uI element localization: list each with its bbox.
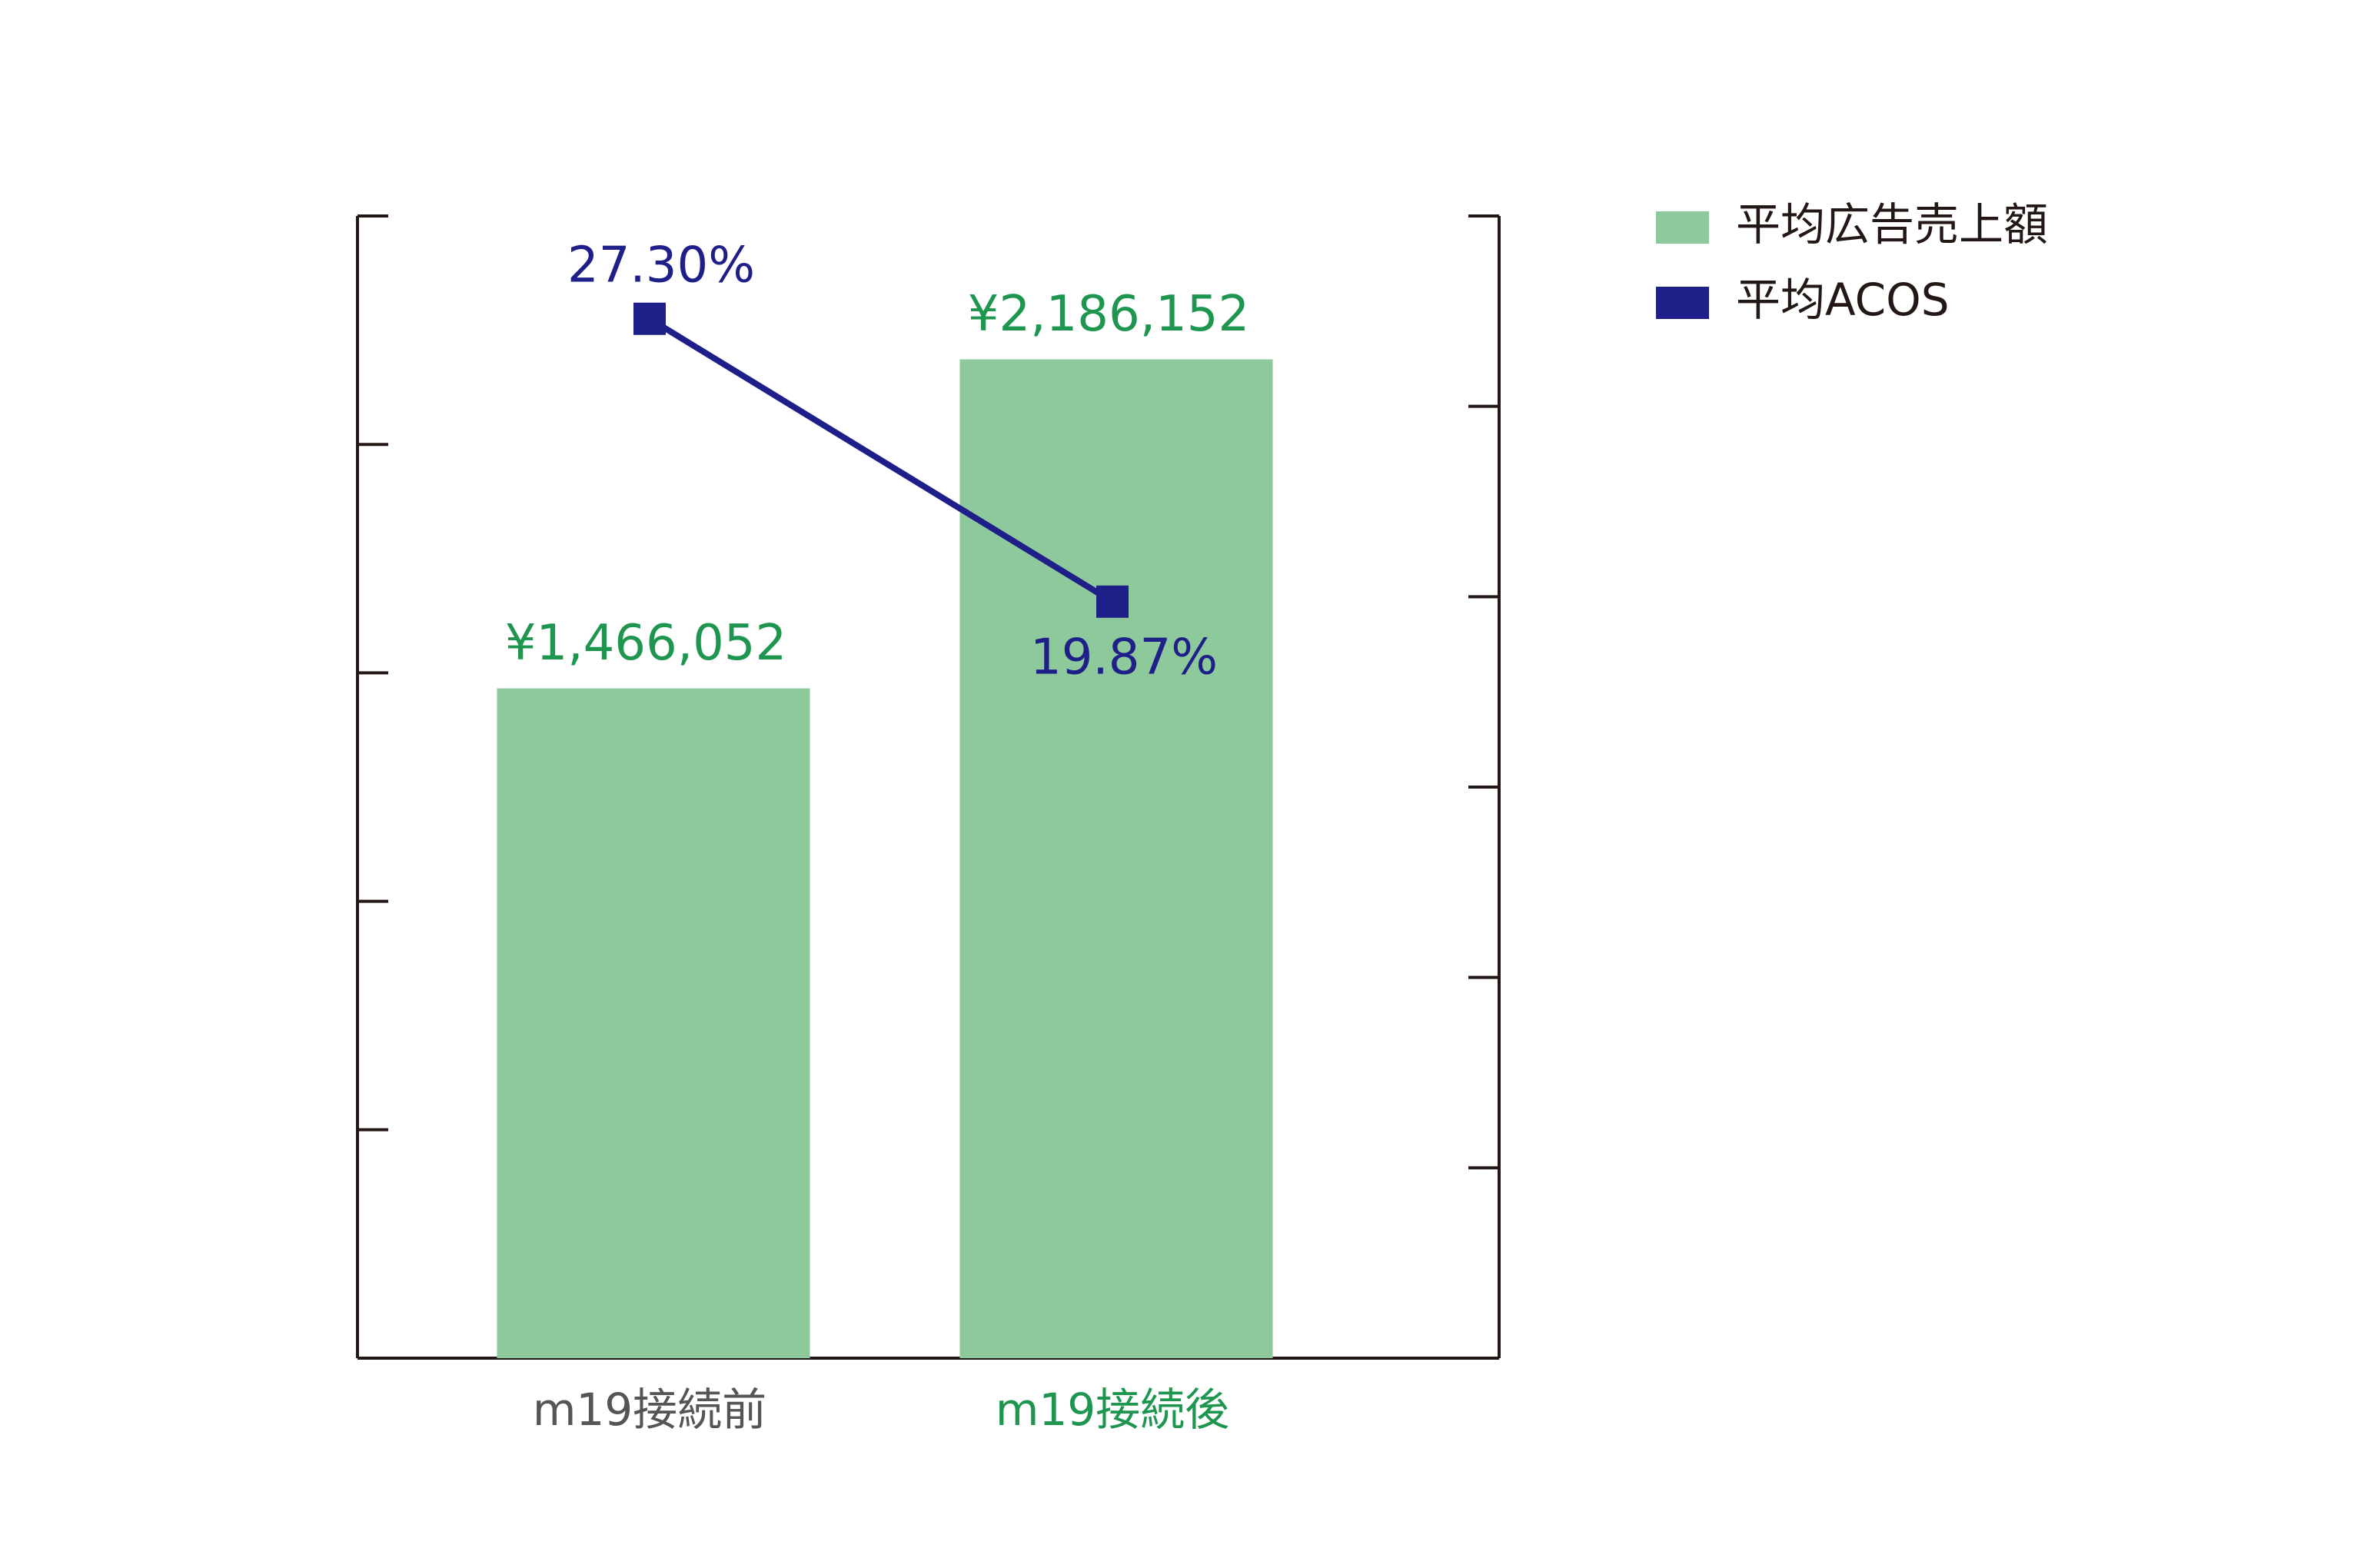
line bbox=[647, 316, 1115, 605]
bar-value-label: ¥2,186,152 bbox=[968, 286, 1249, 343]
legend-swatch bbox=[1656, 211, 1709, 244]
line-marker bbox=[1096, 585, 1129, 618]
bar bbox=[959, 359, 1273, 1358]
bar-value-label: ¥1,466,052 bbox=[505, 615, 786, 672]
bar bbox=[497, 688, 810, 1358]
legend-swatch bbox=[1656, 287, 1709, 319]
x-tick-label: m19接続後 bbox=[996, 1384, 1229, 1436]
line-value-label: 19.87% bbox=[1030, 629, 1218, 686]
x-tick-label: m19接続前 bbox=[533, 1384, 766, 1436]
legend-label: 平均ACOS bbox=[1736, 274, 1950, 326]
line-value-label: 27.30% bbox=[567, 237, 755, 294]
line-marker bbox=[633, 302, 666, 335]
legend-label: 平均広告売上額 bbox=[1736, 198, 2048, 251]
